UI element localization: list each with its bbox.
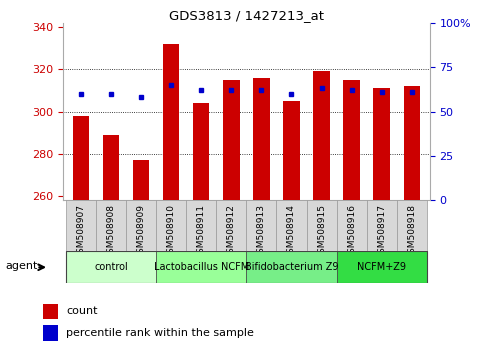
Bar xyxy=(193,103,210,200)
Text: agent: agent xyxy=(5,261,37,271)
Bar xyxy=(66,251,156,283)
Text: GSM508909: GSM508909 xyxy=(137,204,145,259)
Bar xyxy=(96,200,126,251)
Bar xyxy=(397,200,427,251)
Bar xyxy=(103,135,119,200)
Bar xyxy=(343,80,360,200)
Text: GSM508907: GSM508907 xyxy=(76,204,85,259)
Text: GSM508918: GSM508918 xyxy=(407,204,416,259)
Bar xyxy=(246,200,276,251)
Bar xyxy=(337,200,367,251)
Text: GSM508912: GSM508912 xyxy=(227,204,236,259)
Text: GSM508917: GSM508917 xyxy=(377,204,386,259)
Bar xyxy=(246,251,337,283)
Bar xyxy=(276,200,307,251)
Text: GSM508910: GSM508910 xyxy=(167,204,176,259)
Text: NCFM+Z9: NCFM+Z9 xyxy=(357,262,406,272)
Bar xyxy=(43,325,58,341)
Bar xyxy=(72,116,89,200)
Bar xyxy=(133,160,149,200)
Bar xyxy=(403,86,420,200)
Text: GSM508916: GSM508916 xyxy=(347,204,356,259)
Bar xyxy=(373,88,390,200)
Text: GSM508911: GSM508911 xyxy=(197,204,206,259)
Bar xyxy=(337,251,427,283)
Bar xyxy=(156,251,246,283)
Bar xyxy=(283,101,300,200)
Bar xyxy=(66,200,96,251)
Bar xyxy=(367,200,397,251)
Bar xyxy=(126,200,156,251)
Bar xyxy=(186,200,216,251)
Text: Bifidobacterium Z9: Bifidobacterium Z9 xyxy=(245,262,338,272)
Bar xyxy=(253,78,270,200)
Text: control: control xyxy=(94,262,128,272)
Bar xyxy=(313,72,330,200)
Text: GSM508908: GSM508908 xyxy=(106,204,115,259)
Bar xyxy=(216,200,246,251)
Bar xyxy=(307,200,337,251)
Bar xyxy=(163,44,179,200)
Title: GDS3813 / 1427213_at: GDS3813 / 1427213_at xyxy=(169,9,324,22)
Text: Lactobacillus NCFM: Lactobacillus NCFM xyxy=(154,262,249,272)
Bar xyxy=(43,304,58,319)
Bar xyxy=(223,80,240,200)
Text: GSM508914: GSM508914 xyxy=(287,204,296,259)
Bar xyxy=(156,200,186,251)
Text: GSM508913: GSM508913 xyxy=(257,204,266,259)
Text: percentile rank within the sample: percentile rank within the sample xyxy=(66,328,254,338)
Text: GSM508915: GSM508915 xyxy=(317,204,326,259)
Text: count: count xyxy=(66,306,98,316)
